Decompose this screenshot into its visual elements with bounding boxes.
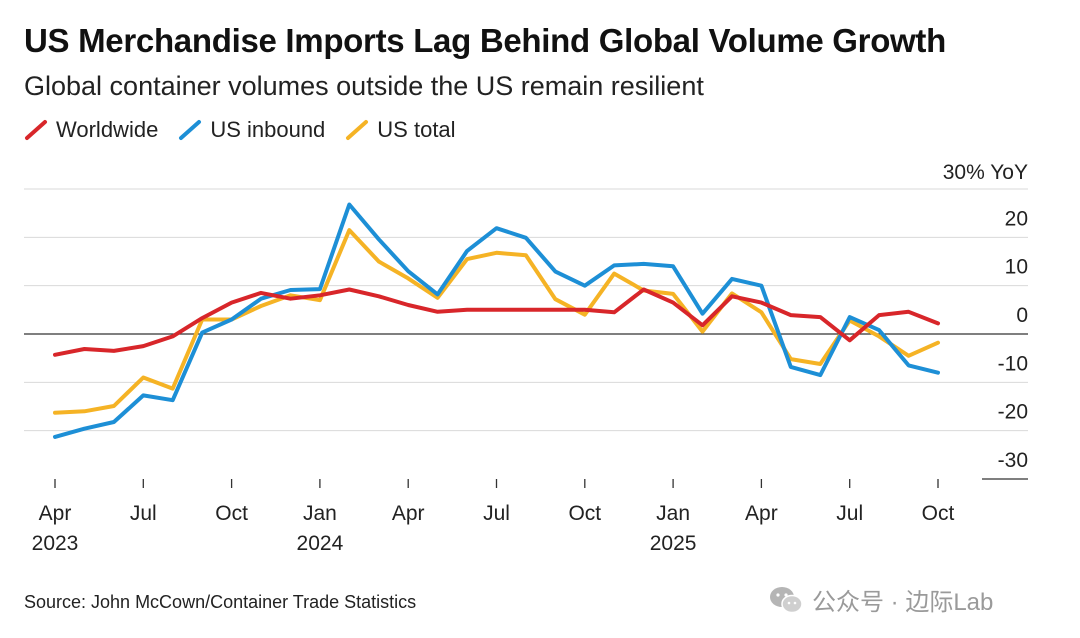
y-tick-label: -30	[998, 449, 1028, 472]
legend-swatch-us-total	[346, 120, 369, 140]
x-tick-label: Oct	[568, 502, 601, 525]
series-line-us-inbound	[53, 202, 940, 439]
x-tick-label: Apr	[39, 502, 72, 525]
y-tick-label: -20	[998, 401, 1028, 424]
x-tick-label: Apr	[392, 502, 425, 525]
legend-item-worldwide: Worldwide	[24, 117, 158, 143]
legend-item-us-inbound: US inbound	[178, 117, 325, 143]
legend-label-us-total: US total	[377, 117, 456, 142]
legend-swatch-worldwide	[25, 120, 47, 140]
x-tick-label: Oct	[922, 502, 955, 525]
x-tick-label: Jul	[836, 502, 863, 525]
legend-swatch-us-inbound	[179, 120, 202, 140]
x-tick-label: Oct	[215, 502, 248, 525]
y-tick-label: 0	[1016, 304, 1028, 327]
watermark: 公众号 · 边际Lab	[768, 582, 993, 617]
source-note: Source: John McCown/Container Trade Stat…	[24, 592, 417, 612]
x-tick-year-label: 2023	[32, 532, 79, 555]
y-axis-label: 30% YoY	[943, 161, 1028, 184]
x-tick-label: Jan	[303, 502, 337, 525]
legend-item-us-total: US total	[345, 117, 456, 143]
x-tick-label: Jan	[656, 502, 690, 525]
legend: Worldwide US inbound US total	[24, 117, 476, 143]
wechat-icon	[770, 586, 803, 613]
y-tick-label: 20	[1005, 207, 1028, 230]
legend-label-worldwide: Worldwide	[56, 117, 159, 142]
y-tick-label: -10	[998, 352, 1028, 375]
y-tick-label: 10	[1005, 256, 1028, 279]
series-line-worldwide	[53, 287, 940, 357]
watermark-text: 公众号 · 边际Lab	[812, 589, 994, 616]
chart-title: US Merchandise Imports Lag Behind Global…	[24, 22, 946, 59]
x-tick-year-label: 2024	[297, 532, 344, 555]
legend-label-us-inbound: US inbound	[210, 117, 326, 142]
x-tick-label: Apr	[745, 502, 778, 525]
x-tick-label: Jul	[130, 502, 157, 525]
x-tick-label: Jul	[483, 502, 510, 525]
x-tick-year-label: 2025	[650, 532, 697, 555]
series-line-us-total	[53, 228, 940, 415]
chart-subtitle: Global container volumes outside the US …	[24, 71, 704, 101]
